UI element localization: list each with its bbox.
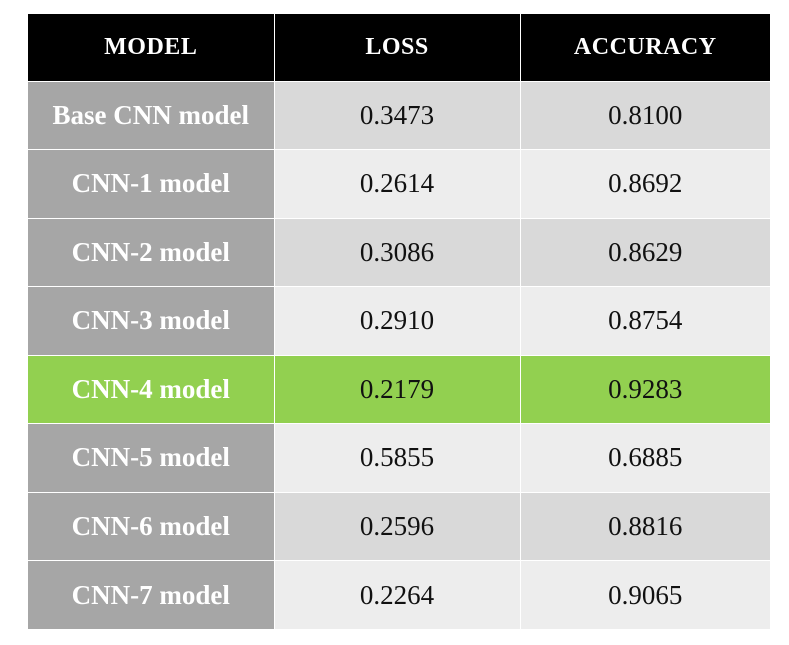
loss-cell: 0.2910 xyxy=(273,286,520,355)
model-name-cell: CNN-6 model xyxy=(28,492,274,561)
header-model: MODEL xyxy=(28,14,274,81)
accuracy-cell: 0.8816 xyxy=(519,492,770,561)
header-row: MODEL LOSS ACCURACY xyxy=(28,14,770,81)
table-row: CNN-7 model 0.2264 0.9065 xyxy=(28,560,770,629)
loss-cell: 0.2179 xyxy=(273,355,520,424)
model-name-cell: Base CNN model xyxy=(28,81,274,150)
accuracy-cell: 0.8100 xyxy=(519,81,770,150)
accuracy-cell: 0.8692 xyxy=(519,149,770,218)
table-row: CNN-3 model 0.2910 0.8754 xyxy=(28,286,770,355)
table-header: MODEL LOSS ACCURACY xyxy=(28,14,770,81)
accuracy-cell: 0.8629 xyxy=(519,218,770,287)
table-row: CNN-5 model 0.5855 0.6885 xyxy=(28,423,770,492)
table-row-highlighted: CNN-4 model 0.2179 0.9283 xyxy=(28,355,770,424)
loss-cell: 0.5855 xyxy=(273,423,520,492)
results-table: MODEL LOSS ACCURACY Base CNN model 0.347… xyxy=(28,14,770,629)
header-loss: LOSS xyxy=(273,14,520,81)
accuracy-cell: 0.8754 xyxy=(519,286,770,355)
model-name-cell: CNN-7 model xyxy=(28,560,274,629)
loss-cell: 0.3473 xyxy=(273,81,520,150)
accuracy-cell: 0.6885 xyxy=(519,423,770,492)
accuracy-cell: 0.9065 xyxy=(519,560,770,629)
table-body: Base CNN model 0.3473 0.8100 CNN-1 model… xyxy=(28,81,770,629)
model-name-cell: CNN-1 model xyxy=(28,149,274,218)
loss-cell: 0.2596 xyxy=(273,492,520,561)
loss-cell: 0.2614 xyxy=(273,149,520,218)
model-name-cell: CNN-2 model xyxy=(28,218,274,287)
model-name-cell: CNN-3 model xyxy=(28,286,274,355)
model-name-cell: CNN-4 model xyxy=(28,355,274,424)
table-row: CNN-1 model 0.2614 0.8692 xyxy=(28,149,770,218)
loss-cell: 0.2264 xyxy=(273,560,520,629)
model-name-cell: CNN-5 model xyxy=(28,423,274,492)
loss-cell: 0.3086 xyxy=(273,218,520,287)
table-row: CNN-6 model 0.2596 0.8816 xyxy=(28,492,770,561)
table-row: CNN-2 model 0.3086 0.8629 xyxy=(28,218,770,287)
table-row: Base CNN model 0.3473 0.8100 xyxy=(28,81,770,150)
accuracy-cell: 0.9283 xyxy=(519,355,770,424)
header-accuracy: ACCURACY xyxy=(519,14,770,81)
